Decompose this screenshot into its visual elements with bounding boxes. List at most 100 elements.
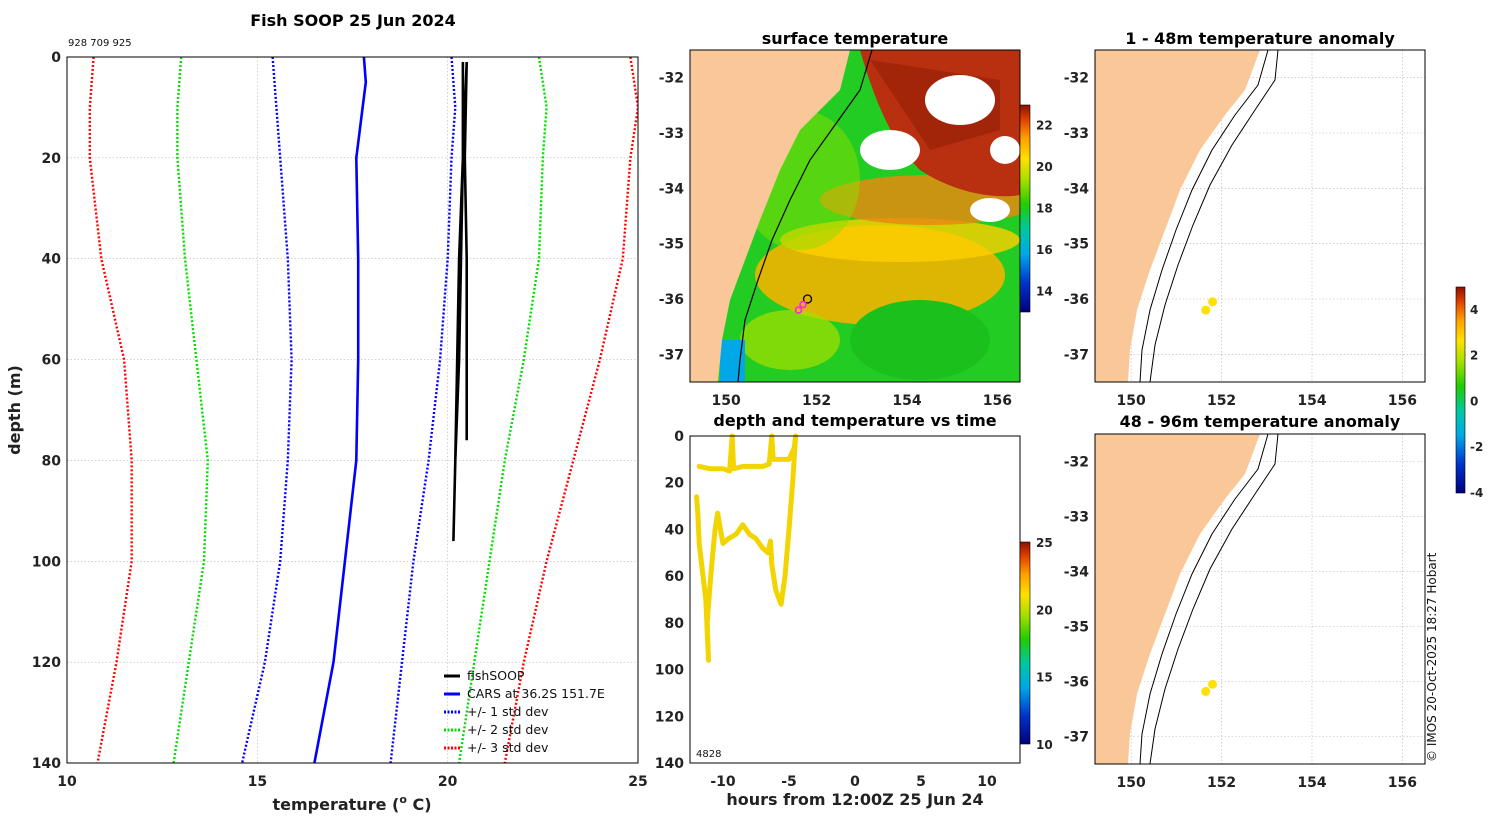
map-xtick-label: 156 [1388,775,1417,791]
sst-colorbar-tick-label: 18 [1036,202,1053,216]
map-ytick-label: -37 [659,347,684,363]
anomaly-1-48-title: 1 - 48m temperature anomaly [1125,29,1395,48]
map-ytick-label: -33 [1064,510,1089,526]
profile-legend: fishSOOP CARS at 36.2S 151.7E +/- 1 std de… [444,668,605,755]
profile-xtick-label: 20 [438,774,458,790]
fish-position-marker [794,306,803,314]
sst-panel: surface temperature 150 152 154 156 -32 -33 -3… [659,29,1053,409]
profile-ylabel: depth (m) [5,365,24,455]
profile-series-line [452,61,468,542]
map-ytick-label: -33 [1064,126,1089,142]
map-ytick-label: -34 [1064,181,1090,197]
profile-ytick-label: 20 [42,151,62,167]
depth-time-colorbar-tick-label: 25 [1036,536,1053,550]
anomaly-1-48-points [1201,297,1218,315]
profile-grid [66,56,639,764]
depth-time-colorbar-tick-label: 20 [1036,603,1053,617]
depth-time-track [694,433,799,663]
profile-ytick-label: 80 [42,453,62,469]
anomaly-colorbar-tick-label: 4 [1470,303,1478,317]
profile-xtick-label: 15 [248,774,267,790]
legend-label: +/- 1 std dev [467,704,549,719]
map-ytick-label: -36 [1064,292,1089,308]
depth-time-ytick-label: 80 [665,616,685,632]
fish-position-markers [794,300,807,314]
fish-position-marker [799,300,807,309]
anomaly-point [1208,679,1218,689]
depth-time-xtick-label: 10 [977,774,997,790]
anomaly-colorbar-tick-label: 0 [1470,394,1478,408]
profile-axes-box [66,56,639,764]
map-ytick-label: -34 [1064,565,1090,581]
map-ytick-label: -32 [659,71,684,87]
map-xtick-label: 154 [1297,775,1326,791]
anomaly-colorbar-tick-label: -4 [1470,486,1483,500]
map-ytick-label: -36 [659,292,684,308]
map-ytick-label: -37 [1064,730,1089,746]
map-ytick-label: -35 [1064,620,1089,636]
map-ytick-label: -32 [1064,455,1089,471]
map-ytick-label: -36 [1064,675,1089,691]
map-ytick-label: -37 [1064,347,1089,363]
legend-label: +/- 3 std dev [467,740,549,755]
sst-colorbar-tick-label: 20 [1036,160,1053,174]
profile-series-line [457,57,548,763]
profile-series-line [503,57,638,763]
sst-colorbar-tick-label: 14 [1036,284,1053,298]
map-xtick-label: 150 [1117,393,1146,409]
sst-ticks: 150 152 154 156 -32 -33 -34 -35 -36 -37 [659,71,1012,409]
map-ytick-label: -35 [1064,237,1089,253]
profile-ytick-label: 120 [32,655,61,671]
profile-series-line [172,57,210,763]
anomaly-1-48-panel: 1 - 48m temperature anomaly 150 152 154 156… [1064,29,1426,409]
profile-xtick-label: 25 [628,774,647,790]
sst-colorbar-tick-label: 22 [1036,119,1053,133]
anomaly-colorbar [1455,286,1466,494]
map-xtick-label: 154 [1297,393,1326,409]
anomaly-1-48-map [1095,50,1279,382]
sst-title: surface temperature [762,29,949,48]
profile-ytick-label: 0 [51,50,61,66]
profile-ytick-label: 140 [32,756,61,772]
legend-label: CARS at 36.2S 151.7E [467,686,605,701]
map-xtick-label: 152 [802,393,831,409]
sst-colorbar [1019,104,1031,313]
sst-colorbar-ticks: 14 16 18 20 22 [1036,119,1053,299]
anomaly-48-96-axes-box [1094,433,1426,765]
depth-time-colorbar-ticks: 10 15 20 25 [1036,536,1053,752]
anomaly-colorbar-ticks: -4 -2 0 2 4 [1470,303,1483,500]
map-xtick-label: 150 [1117,775,1146,791]
figure-title: Fish SOOP 25 Jun 2024 [250,11,456,30]
sst-colorbar-tick-label: 16 [1036,243,1053,257]
profile-xtick-label: 10 [57,774,77,790]
depth-time-ytick-label: 60 [665,569,685,585]
profile-xlabel: temperature (o C) [272,793,431,814]
map-xtick-label: 156 [983,393,1012,409]
profile-series-line [240,57,293,763]
anomaly-48-96-ticks: 150 152 154 156 -32 -33 -34 -35 -36 -37 [1064,455,1417,792]
footer-credit: © IMOS 20-Oct-2025 18:27 Hobart [1425,552,1439,762]
depth-time-xlabel: hours from 12:00Z 25 Jun 24 [726,790,983,809]
anomaly-point [1201,686,1211,696]
anomaly-1-48-axes-box [1094,49,1426,383]
map-ytick-label: -32 [1064,71,1089,87]
anomaly-point [1201,305,1211,315]
anomaly-colorbar-tick-label: -2 [1470,440,1483,454]
depth-time-xtick-label: -10 [710,774,736,790]
map-xtick-label: 150 [712,393,741,409]
anomaly-48-96-title: 48 - 96m temperature anomaly [1120,412,1401,431]
profile-ytick-label: 40 [42,252,62,268]
map-ytick-label: -33 [659,126,684,142]
legend-label: +/- 2 std dev [467,722,549,737]
profile-panel: Fish SOOP 25 Jun 2024 928 709 925 10 15 20… [5,11,648,814]
map-ytick-label: -35 [659,237,684,253]
profile-ytick-label: 100 [32,554,61,570]
depth-time-ytick-label: 100 [655,663,684,679]
depth-time-axes-box [689,435,1021,764]
depth-time-colorbar [1019,541,1031,745]
depth-time-annotation: 4828 [696,749,721,760]
legend-label: fishSOOP [467,668,525,683]
depth-time-ytick-label: 20 [665,476,685,492]
profile-series-line [389,57,457,763]
